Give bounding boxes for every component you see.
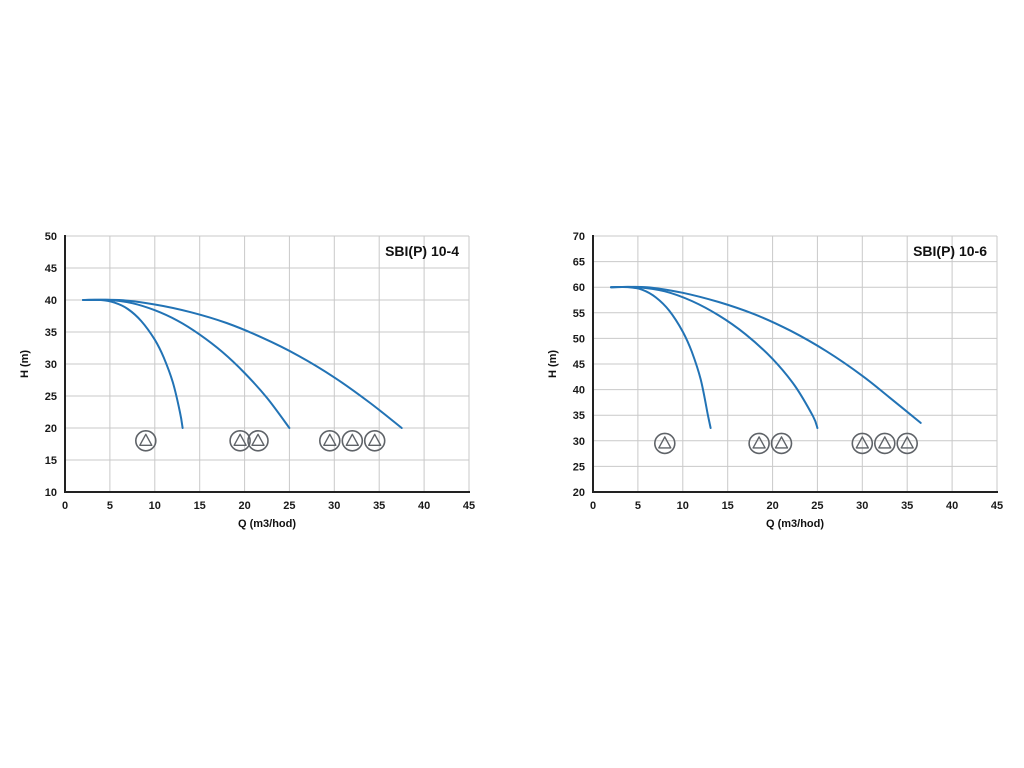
y-tick-label: 45 xyxy=(45,263,57,275)
chart-svg-right: 20 25 30 35 40 45 50 55 60 65 70 0 5 10 15 20 25 30 35 40 45… xyxy=(547,231,1003,530)
x-tick-label: 45 xyxy=(463,500,475,512)
x-tick-label: 0 xyxy=(62,500,68,512)
chart-title: SBI(P) 10-6 xyxy=(913,243,987,259)
y-tick-label: 70 xyxy=(573,231,585,243)
y-tick-label: 50 xyxy=(45,231,57,243)
pump-icon xyxy=(135,430,157,452)
x-tick-label: 35 xyxy=(373,500,385,512)
chart-svg-left: 10 15 20 25 30 35 40 45 50 0 5 10 15 20 25 30 35 40 45 SBI(… xyxy=(19,231,475,530)
x-tick-label: 20 xyxy=(238,500,250,512)
pump-icon xyxy=(363,430,386,452)
pump-curve xyxy=(610,285,819,429)
y-tick-label: 60 xyxy=(573,282,585,294)
x-tick-label: 5 xyxy=(635,500,641,512)
y-tick-label: 45 xyxy=(573,359,585,371)
pump-icon xyxy=(318,430,341,452)
y-tick-label: 15 xyxy=(45,455,57,467)
pump-curve-chart-sbip-10-6: 20 25 30 35 40 45 50 55 60 65 70 0 5 10 15 20 25 30 35 40 45… xyxy=(543,222,1009,534)
y-tick-label: 30 xyxy=(45,359,57,371)
y-tick-label: 40 xyxy=(45,295,57,307)
x-tick-label: 10 xyxy=(677,500,689,512)
x-tick-label: 0 xyxy=(590,500,596,512)
y-axis-label: H (m) xyxy=(547,350,559,378)
y-tick-label: 25 xyxy=(45,391,57,403)
y-axis-label: H (m) xyxy=(19,350,31,378)
x-tick-label: 40 xyxy=(946,500,958,512)
x-tick-label: 45 xyxy=(991,500,1003,512)
y-tick-label: 20 xyxy=(45,423,57,435)
pump-curve xyxy=(610,285,922,424)
pump-icon xyxy=(229,430,251,452)
pump-icon xyxy=(654,432,676,455)
pump-icon xyxy=(896,432,919,455)
pump-icon xyxy=(851,432,874,455)
pump-curve xyxy=(82,298,403,429)
y-tick-label: 10 xyxy=(45,487,57,499)
pump-curve xyxy=(610,286,712,429)
x-tick-label: 40 xyxy=(418,500,430,512)
y-tick-label: 50 xyxy=(573,333,585,345)
pump-curve-charts-row: 10 15 20 25 30 35 40 45 50 0 5 10 15 20 25 30 35 40 45 SBI(… xyxy=(0,222,1024,534)
pump-icon xyxy=(247,430,269,452)
pump-icon xyxy=(748,432,770,455)
y-tick-label: 30 xyxy=(573,436,585,448)
y-tick-label: 20 xyxy=(573,487,585,499)
x-tick-label: 5 xyxy=(107,500,113,512)
y-tick-label: 35 xyxy=(573,410,585,422)
x-tick-label: 25 xyxy=(283,500,295,512)
x-axis-label: Q (m3/hod) xyxy=(238,518,296,530)
y-tick-label: 40 xyxy=(573,385,585,397)
x-axis-label: Q (m3/hod) xyxy=(766,518,824,530)
pump-icon xyxy=(873,432,896,455)
x-tick-label: 20 xyxy=(766,500,778,512)
pump-icon xyxy=(341,430,364,452)
x-tick-label: 30 xyxy=(328,500,340,512)
pump-curve-chart-sbip-10-4: 10 15 20 25 30 35 40 45 50 0 5 10 15 20 25 30 35 40 45 SBI(… xyxy=(15,222,481,534)
x-tick-label: 25 xyxy=(811,500,823,512)
y-tick-label: 55 xyxy=(573,308,585,320)
y-tick-label: 25 xyxy=(573,461,585,473)
chart-title: SBI(P) 10-4 xyxy=(385,243,459,259)
x-tick-label: 15 xyxy=(194,500,206,512)
y-tick-label: 35 xyxy=(45,327,57,339)
x-tick-label: 10 xyxy=(149,500,161,512)
x-tick-label: 30 xyxy=(856,500,868,512)
x-tick-label: 15 xyxy=(722,500,734,512)
x-tick-label: 35 xyxy=(901,500,913,512)
pump-icon xyxy=(770,432,793,455)
y-tick-label: 65 xyxy=(573,257,585,269)
